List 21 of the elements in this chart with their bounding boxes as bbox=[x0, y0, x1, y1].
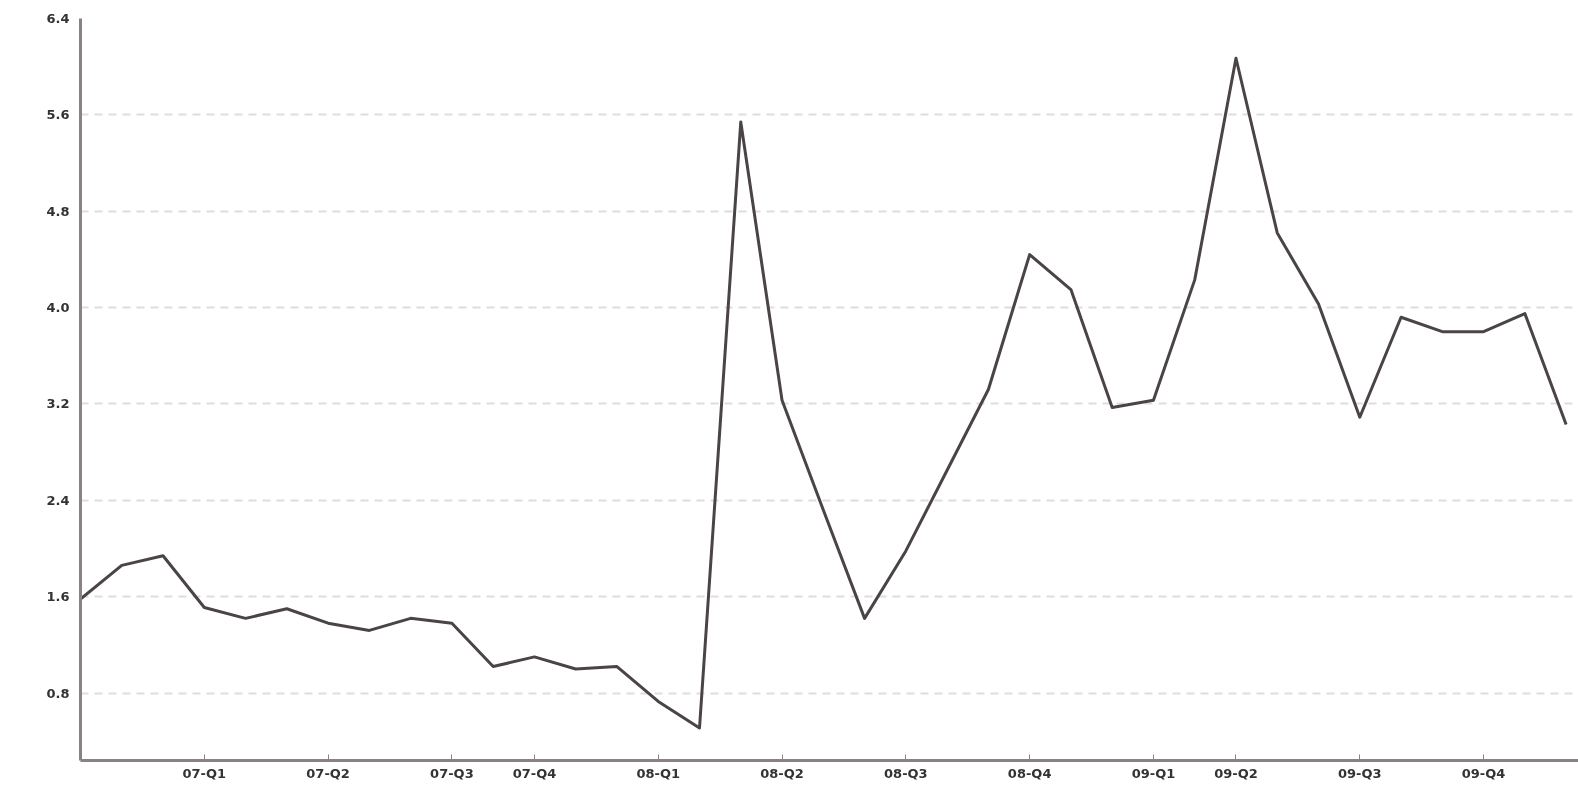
x-tick-label: 09-Q4 bbox=[1461, 765, 1506, 781]
y-tick-label: 4.8 bbox=[46, 203, 70, 219]
x-tick-label: 07-Q2 bbox=[306, 765, 350, 781]
x-tick-label: 07-Q3 bbox=[430, 765, 474, 781]
x-tick-label: 08-Q4 bbox=[1007, 765, 1052, 781]
y-tick-label: 0.8 bbox=[46, 685, 70, 701]
x-tick-label: 08-Q3 bbox=[884, 765, 928, 781]
x-tick-label: 09-Q3 bbox=[1337, 765, 1382, 781]
x-tick-label: 07-Q1 bbox=[182, 765, 227, 781]
y-tick-label: 3.2 bbox=[46, 396, 70, 412]
y-tick-label: 2.4 bbox=[46, 492, 70, 508]
x-tick-label: 09-Q1 bbox=[1131, 765, 1176, 781]
x-tick-label: 08-Q1 bbox=[636, 765, 681, 781]
x-tick-label: 09-Q2 bbox=[1214, 765, 1258, 781]
y-tick-label: 4.0 bbox=[46, 300, 70, 316]
x-tick-label: 08-Q2 bbox=[760, 765, 804, 781]
y-tick-label: 5.6 bbox=[46, 107, 70, 123]
y-tick-label: 1.6 bbox=[46, 589, 70, 605]
line-series bbox=[80, 56, 1568, 730]
y-tick-label: 6.4 bbox=[46, 11, 70, 26]
x-tick-label: 07-Q4 bbox=[512, 765, 557, 781]
